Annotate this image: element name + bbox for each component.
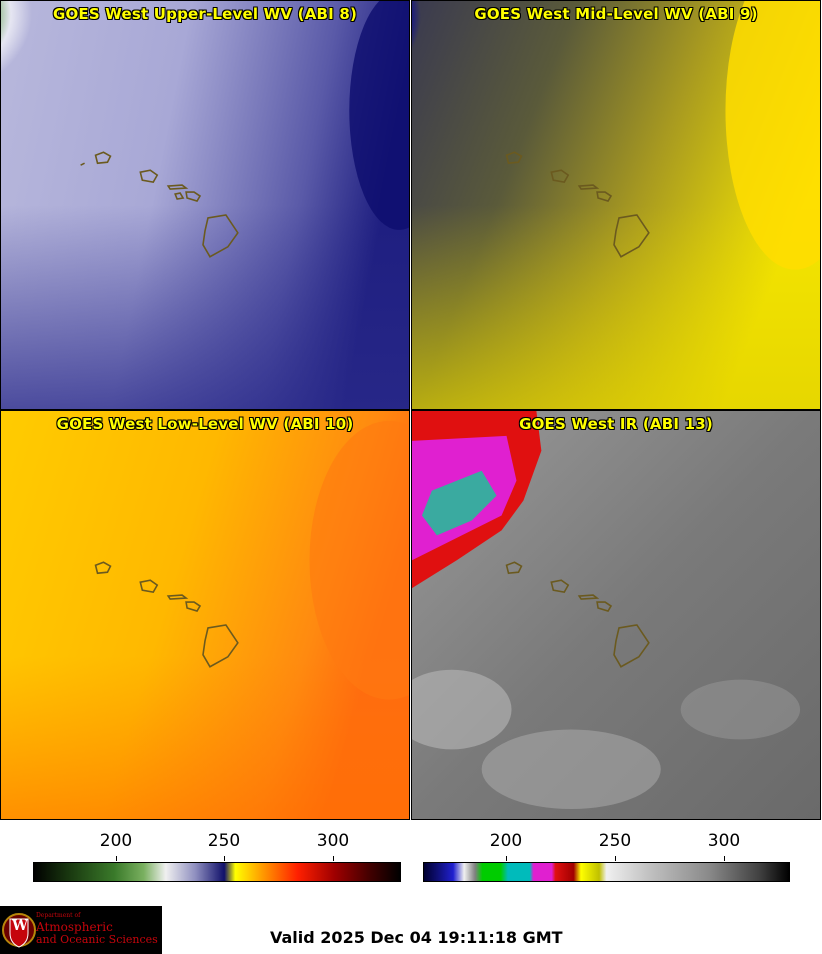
upper-level-wv-panel: GOES West Upper-Level WV (ABI 8) bbox=[0, 0, 410, 410]
panel-title-upper-wv: GOES West Upper-Level WV (ABI 8) bbox=[52, 5, 358, 23]
wv-tick-250 bbox=[224, 856, 225, 861]
upper-level-wv-image bbox=[1, 1, 409, 409]
wv-colorbar bbox=[33, 862, 401, 882]
ir-tick-200 bbox=[506, 856, 507, 861]
mid-level-wv-panel: GOES West Mid-Level WV (ABI 9) bbox=[411, 0, 821, 410]
logo-line-oceanic: and Oceanic Sciences bbox=[36, 933, 158, 946]
ir-image bbox=[412, 411, 820, 819]
aos-logo: W Department of Atmospheric and Oceanic … bbox=[0, 906, 162, 954]
ir-tick-250 bbox=[615, 856, 616, 861]
logo-line-department: Department of bbox=[36, 912, 81, 919]
wv-tick-200 bbox=[116, 856, 117, 861]
uw-crest-icon bbox=[2, 913, 36, 948]
panel-title-low-wv: GOES West Low-Level WV (ABI 10) bbox=[56, 415, 354, 433]
panel-title-mid-wv: GOES West Mid-Level WV (ABI 9) bbox=[474, 5, 758, 23]
wv-tick-label-250: 250 bbox=[207, 831, 241, 851]
ir-tick-label-200: 200 bbox=[489, 831, 523, 851]
valid-time: Valid 2025 Dec 04 19:11:18 GMT bbox=[270, 928, 563, 947]
logo-line-atmospheric: Atmospheric bbox=[36, 920, 113, 934]
wv-tick-300 bbox=[333, 856, 334, 861]
panel-title-ir: GOES West IR (ABI 13) bbox=[519, 415, 713, 433]
wv-tick-label-200: 200 bbox=[99, 831, 133, 851]
ir-tick-label-300: 300 bbox=[707, 831, 741, 851]
crest-letter: W bbox=[12, 918, 28, 934]
ir-tick-label-250: 250 bbox=[598, 831, 632, 851]
ir-tick-300 bbox=[724, 856, 725, 861]
wv-tick-label-300: 300 bbox=[316, 831, 350, 851]
low-level-wv-image bbox=[1, 411, 409, 819]
low-level-wv-panel: GOES West Low-Level WV (ABI 10) bbox=[0, 410, 410, 820]
mid-level-wv-image bbox=[412, 1, 820, 409]
ir-colorbar bbox=[423, 862, 790, 882]
ir-panel: GOES West IR (ABI 13) bbox=[411, 410, 821, 820]
